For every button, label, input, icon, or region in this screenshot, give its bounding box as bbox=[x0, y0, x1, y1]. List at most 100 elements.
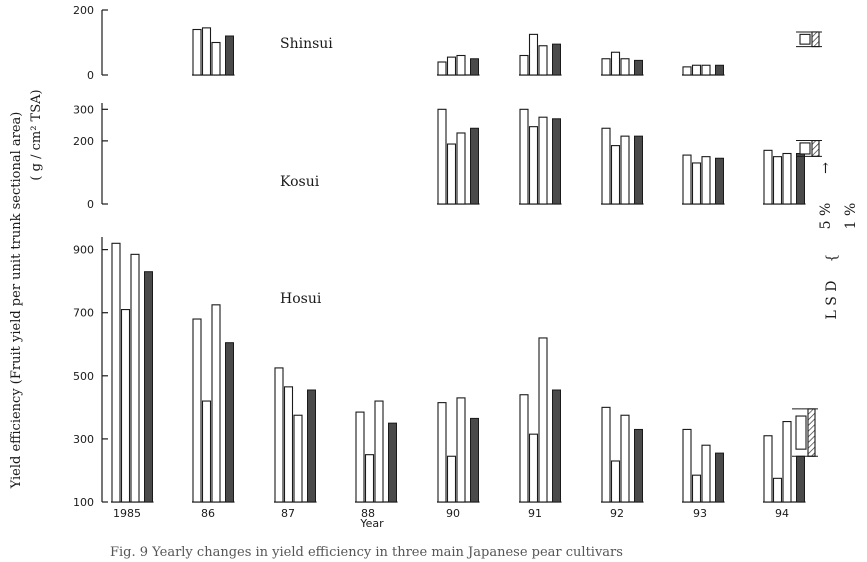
bar-group-91 bbox=[519, 33, 562, 76]
open-bar bbox=[446, 56, 457, 76]
x-tick-label: 87 bbox=[281, 507, 295, 520]
cultivar-label: Hosui bbox=[280, 291, 322, 307]
open-bar bbox=[682, 66, 692, 76]
open-bar bbox=[601, 406, 611, 503]
open-bar bbox=[538, 116, 548, 205]
filled-bar bbox=[144, 271, 153, 503]
filled-bar bbox=[796, 455, 805, 503]
open-bar bbox=[620, 58, 630, 76]
panel-kosui: 0 200 300 Kosui bbox=[73, 103, 822, 211]
open-bar bbox=[201, 27, 212, 76]
open-bar bbox=[293, 414, 303, 503]
lsd-5-bar bbox=[799, 33, 811, 45]
open-bar bbox=[610, 145, 621, 205]
filled-bar bbox=[634, 428, 643, 503]
filled-bar bbox=[552, 43, 561, 76]
y-tick-label: 700 bbox=[73, 307, 94, 320]
open-bar bbox=[120, 309, 131, 503]
open-bar bbox=[364, 454, 375, 503]
lsd-1-bar bbox=[807, 408, 816, 457]
filled-bar bbox=[552, 118, 561, 205]
open-bar bbox=[192, 318, 202, 503]
open-bar bbox=[701, 156, 711, 205]
lsd-brace-icon: { bbox=[824, 254, 840, 263]
open-bar bbox=[437, 402, 447, 503]
cultivar-label: Shinsui bbox=[280, 36, 333, 52]
figure-caption: Fig. 9 Yearly changes in yield efficienc… bbox=[110, 545, 623, 560]
open-bar bbox=[772, 477, 783, 503]
filled-bar bbox=[715, 157, 724, 205]
open-bar bbox=[782, 152, 792, 205]
open-bar bbox=[130, 253, 140, 503]
bar-group-1985 bbox=[111, 242, 154, 503]
open-bar bbox=[691, 64, 702, 76]
open-bar bbox=[519, 394, 529, 503]
cultivar-label: Kosui bbox=[280, 174, 320, 190]
filled-bar bbox=[715, 64, 724, 76]
open-bar bbox=[211, 304, 221, 503]
x-tick-label: 91 bbox=[528, 507, 542, 520]
x-tick-label: 93 bbox=[693, 507, 707, 520]
open-bar bbox=[528, 33, 539, 76]
open-bar bbox=[283, 386, 294, 503]
filled-bar bbox=[634, 59, 643, 76]
open-bar bbox=[201, 400, 212, 503]
bar-group-90 bbox=[437, 54, 480, 76]
lsd-level-5: 5 % bbox=[818, 203, 834, 230]
lsd-bars bbox=[796, 31, 822, 48]
lsd-level-1: 1 % bbox=[843, 203, 859, 230]
open-bar bbox=[601, 58, 611, 76]
open-bar bbox=[763, 149, 773, 205]
y-tick-label: 200 bbox=[73, 4, 94, 17]
open-bar bbox=[772, 156, 783, 205]
y-tick-label: 300 bbox=[73, 433, 94, 446]
filled-bar bbox=[307, 389, 316, 503]
lsd-label: L S D bbox=[824, 280, 840, 319]
x-tick-label: 1985 bbox=[113, 507, 141, 520]
x-tick-label: 92 bbox=[610, 507, 624, 520]
lsd-bars bbox=[796, 140, 822, 157]
open-bar bbox=[519, 108, 529, 205]
lsd-1-bar bbox=[811, 31, 820, 48]
filled-bar bbox=[552, 389, 561, 503]
open-bar bbox=[763, 435, 773, 503]
bar-group-92 bbox=[601, 51, 644, 76]
open-bar bbox=[691, 474, 702, 503]
open-bar bbox=[456, 397, 466, 503]
open-bar bbox=[192, 28, 202, 76]
filled-bar bbox=[715, 452, 724, 503]
open-bar bbox=[701, 64, 711, 76]
open-bar bbox=[610, 460, 621, 503]
x-tick-label: 86 bbox=[201, 507, 215, 520]
open-bar bbox=[528, 433, 539, 503]
open-bar bbox=[691, 162, 702, 205]
y-axis-label: Yield efficiency (Fruit yield per unit t… bbox=[9, 112, 24, 490]
open-bar bbox=[456, 132, 466, 205]
open-bar bbox=[682, 154, 692, 205]
open-bar bbox=[538, 337, 548, 503]
open-bar bbox=[519, 54, 529, 76]
filled-bar bbox=[470, 127, 479, 205]
open-bar bbox=[211, 41, 221, 76]
y-tick-label: 0 bbox=[87, 69, 94, 82]
bar-group-91 bbox=[519, 108, 562, 205]
open-bar bbox=[682, 428, 692, 503]
open-bar bbox=[620, 135, 630, 205]
bar-group-93 bbox=[682, 428, 725, 503]
lsd-5-bar bbox=[795, 415, 807, 450]
open-bar bbox=[701, 444, 711, 503]
open-bar bbox=[456, 54, 466, 76]
y-tick-label: 0 bbox=[87, 198, 94, 211]
open-bar bbox=[437, 61, 447, 76]
bar-group-92 bbox=[601, 127, 644, 205]
bar-group-86 bbox=[192, 27, 235, 76]
filled-bar bbox=[470, 58, 479, 76]
x-tick-label: 94 bbox=[775, 507, 789, 520]
bar-group-91 bbox=[519, 337, 562, 503]
bar-group-87 bbox=[274, 367, 317, 503]
open-bar bbox=[620, 414, 630, 503]
open-bar bbox=[528, 126, 539, 205]
open-bar bbox=[601, 127, 611, 205]
y-tick-label: 500 bbox=[73, 370, 94, 383]
filled-bar bbox=[796, 153, 805, 205]
